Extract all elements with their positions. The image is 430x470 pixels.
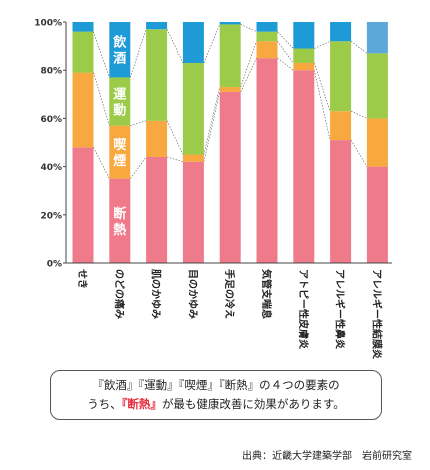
y-tick-label: 60% (40, 115, 62, 125)
connector-line (130, 120, 147, 126)
bar-segment (366, 166, 388, 263)
connector-line (166, 29, 184, 64)
x-category-label: 目のかゆみ (186, 269, 198, 319)
bar-segment (182, 62, 204, 155)
note-box: 『飲酒』『運動』『喫煙』『断熱』の４つの要素の うち、『断熱』が最も健康改善に効… (50, 370, 382, 420)
bar-segment (72, 147, 94, 263)
x-category-label: アレルギー性結膜炎 (370, 269, 383, 359)
bar-segment (256, 22, 278, 32)
series-label: 運動 (113, 88, 126, 119)
series-label: 飲酒 (112, 35, 127, 67)
bar-segment (330, 140, 352, 263)
connector-line (277, 31, 294, 49)
x-category-label: アレルギー性鼻炎 (334, 269, 347, 349)
connector-line (166, 120, 184, 155)
bar-segment (146, 156, 168, 263)
bar-segment (146, 22, 168, 30)
bars (72, 22, 388, 264)
bar-segment (182, 22, 204, 63)
bar-segment (72, 72, 94, 148)
note-line-2-pre: うち、 (87, 397, 122, 411)
bar-segment (366, 53, 388, 119)
bar-segment (256, 58, 278, 264)
bar-segment (219, 24, 241, 88)
bar-segment (293, 70, 315, 263)
bar-segment (293, 22, 315, 49)
connector-line (314, 70, 331, 141)
y-tick-label: 20% (40, 211, 62, 221)
bar-segment (293, 48, 315, 63)
bar-segment (182, 161, 204, 263)
x-category-label: 肌のかゆみ (150, 269, 162, 319)
bar-segment (146, 120, 168, 157)
bar-segment (72, 22, 94, 32)
bar-segment (330, 41, 352, 112)
connector-line (240, 41, 257, 88)
series-label: 断熱 (113, 206, 126, 238)
connector-line (203, 87, 220, 155)
y-axis: 0% 20% 40% 60% 80% 100% (34, 19, 67, 270)
x-category-label: 手足の冷え (223, 269, 236, 319)
note-line-1: 『飲酒』『運動』『喫煙』『断熱』の４つの要素の (92, 378, 340, 392)
bar-segment (182, 154, 204, 162)
bar-segment (109, 22, 131, 78)
y-tick-label: 100% (34, 19, 62, 29)
source-credit: 出典：近畿大学建築学部 岩前研究室 (242, 451, 412, 462)
bar-segment (330, 111, 352, 141)
note-highlight: 『断熱』 (121, 397, 162, 411)
stacked-bar-chart: 断熱 喫煙 運動 飲酒 0% 20% 40% 60% 80% 100% せき のどの痛み 肌のかゆみ… (34, 19, 392, 359)
y-tick-label: 40% (40, 163, 62, 173)
bar-segment (109, 178, 131, 263)
connector-line (314, 62, 331, 112)
connector-line (130, 156, 147, 179)
bar-segment (330, 22, 352, 42)
bar-segment (109, 77, 131, 126)
bar-segment (256, 41, 278, 59)
bar-segment (366, 22, 388, 54)
connector-line (314, 41, 331, 49)
x-category-label: せき (76, 269, 88, 289)
connector-line (350, 139, 368, 167)
bar-segment (293, 62, 315, 71)
x-category-label: のどの痛み (113, 269, 126, 319)
series-label: 喫煙 (113, 137, 127, 169)
bar-segment (256, 31, 278, 42)
bar-segment (366, 118, 388, 167)
x-category-label: 気管支喘息 (260, 268, 273, 319)
connector-line (203, 24, 220, 64)
connector-line (93, 72, 110, 126)
bar-segment (219, 22, 241, 25)
connector-line (130, 29, 147, 78)
bar-segment (72, 31, 94, 73)
bar-segment (109, 125, 131, 179)
bar-segment (146, 29, 168, 121)
connector-line (167, 156, 183, 163)
connector-line (93, 147, 110, 179)
bar-segment (219, 87, 241, 92)
connector-line (203, 91, 220, 162)
connector-line (277, 41, 294, 64)
x-category-label: アトピー性皮膚炎 (297, 269, 310, 349)
connector-line (277, 57, 294, 71)
connector-line (93, 31, 110, 78)
connector-lines (93, 24, 368, 179)
connector-line (240, 58, 257, 93)
connector-line (240, 24, 257, 32)
connector-line (350, 110, 368, 119)
y-tick-label: 0% (47, 260, 62, 270)
note-line-2: うち、『断熱』が最も健康改善に効果があります。 (51, 395, 381, 414)
y-tick-label: 80% (40, 67, 62, 77)
note-line-2-post: が最も健康改善に効果があります。 (161, 397, 345, 411)
bar-segment (219, 91, 241, 263)
x-axis: せき のどの痛み 肌のかゆみ 目のかゆみ 手足の冷え 気管支喘息 アトピー性皮膚炎 アレルギー… (66, 262, 392, 359)
connector-line (350, 41, 368, 54)
